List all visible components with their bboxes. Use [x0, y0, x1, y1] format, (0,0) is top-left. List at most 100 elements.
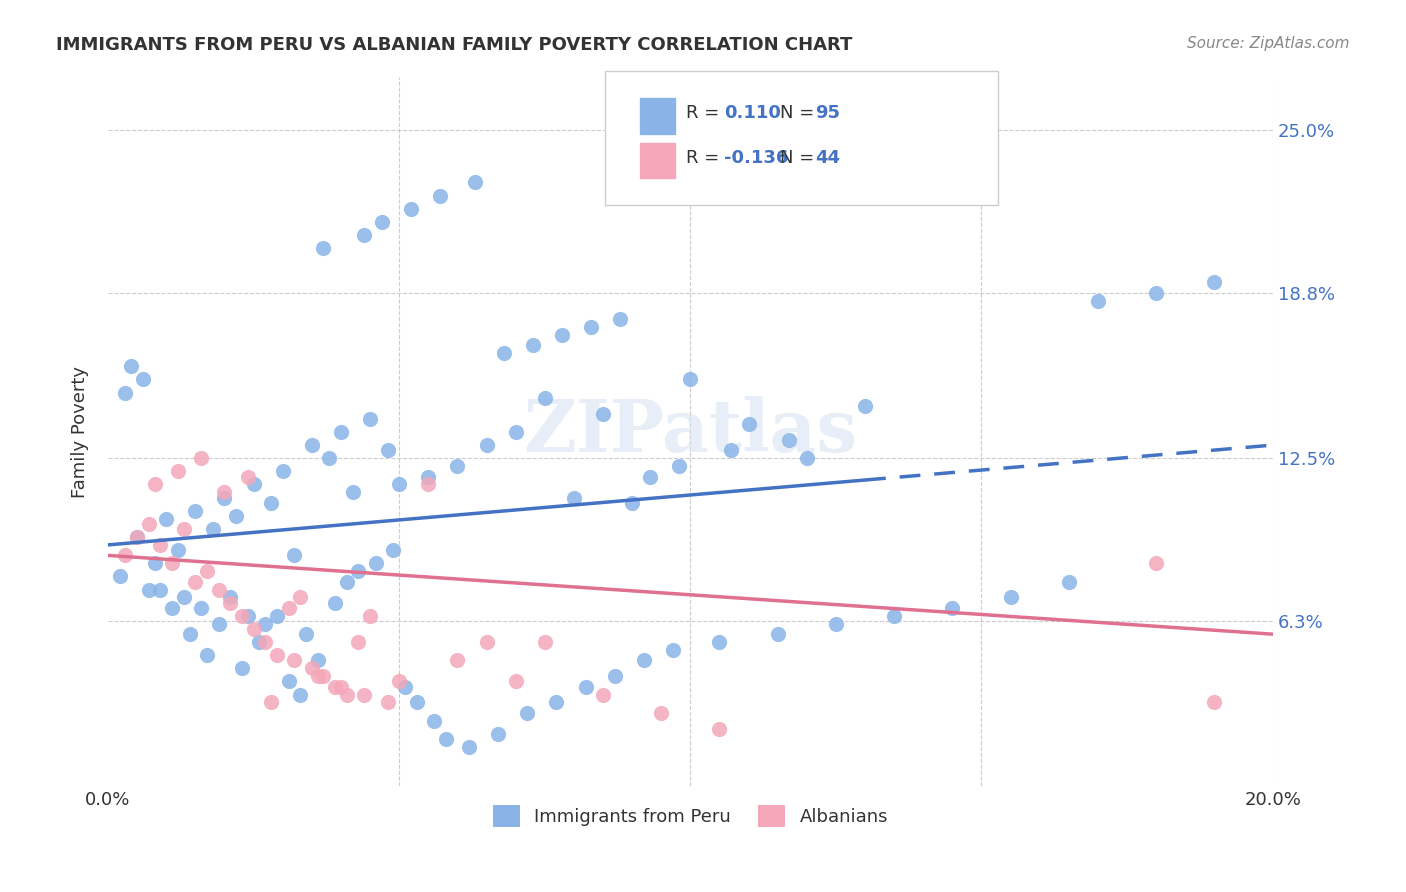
- Point: [301, 438, 323, 452]
- Point: [184, 574, 207, 589]
- Point: [242, 622, 264, 636]
- Point: [342, 485, 364, 500]
- Point: [236, 608, 259, 623]
- Point: [266, 608, 288, 623]
- Point: [247, 635, 270, 649]
- Legend: Immigrants from Peru, Albanians: Immigrants from Peru, Albanians: [485, 797, 896, 834]
- Point: [394, 680, 416, 694]
- Point: [505, 674, 527, 689]
- Point: [283, 653, 305, 667]
- Point: [190, 451, 212, 466]
- Point: [336, 574, 359, 589]
- Text: Source: ZipAtlas.com: Source: ZipAtlas.com: [1187, 36, 1350, 51]
- Point: [1057, 574, 1080, 589]
- Point: [138, 516, 160, 531]
- Point: [458, 740, 481, 755]
- Text: ZIPatlas: ZIPatlas: [523, 396, 858, 467]
- Point: [883, 608, 905, 623]
- Point: [574, 680, 596, 694]
- Point: [633, 653, 655, 667]
- Point: [825, 616, 848, 631]
- Point: [254, 616, 277, 631]
- Point: [709, 635, 731, 649]
- Point: [359, 412, 381, 426]
- Point: [336, 688, 359, 702]
- Point: [941, 601, 963, 615]
- Point: [766, 627, 789, 641]
- Point: [132, 372, 155, 386]
- Point: [260, 496, 283, 510]
- Point: [295, 627, 318, 641]
- Point: [184, 504, 207, 518]
- Point: [288, 591, 311, 605]
- Point: [127, 530, 149, 544]
- Point: [853, 399, 876, 413]
- Text: R =: R =: [686, 104, 725, 122]
- Point: [464, 176, 486, 190]
- Point: [446, 459, 468, 474]
- Point: [1144, 285, 1167, 300]
- Point: [323, 596, 346, 610]
- Point: [283, 549, 305, 563]
- Point: [312, 241, 335, 255]
- Point: [475, 438, 498, 452]
- Point: [160, 601, 183, 615]
- Point: [179, 627, 201, 641]
- Point: [347, 635, 370, 649]
- Point: [353, 227, 375, 242]
- Point: [1000, 591, 1022, 605]
- Point: [236, 469, 259, 483]
- Point: [1204, 695, 1226, 709]
- Point: [323, 680, 346, 694]
- Point: [446, 653, 468, 667]
- Point: [609, 312, 631, 326]
- Point: [108, 569, 131, 583]
- Point: [429, 188, 451, 202]
- Point: [277, 601, 299, 615]
- Point: [418, 469, 440, 483]
- Point: [242, 477, 264, 491]
- Point: [307, 669, 329, 683]
- Point: [329, 680, 352, 694]
- Point: [668, 459, 690, 474]
- Point: [388, 477, 411, 491]
- Point: [312, 669, 335, 683]
- Point: [271, 464, 294, 478]
- Point: [160, 556, 183, 570]
- Point: [516, 706, 538, 720]
- Point: [388, 674, 411, 689]
- Point: [114, 385, 136, 400]
- Point: [173, 591, 195, 605]
- Point: [709, 722, 731, 736]
- Text: R =: R =: [686, 149, 725, 167]
- Point: [173, 522, 195, 536]
- Point: [127, 530, 149, 544]
- Point: [155, 511, 177, 525]
- Y-axis label: Family Poverty: Family Poverty: [72, 366, 89, 498]
- Point: [418, 477, 440, 491]
- Point: [778, 433, 800, 447]
- Point: [143, 477, 166, 491]
- Point: [533, 391, 555, 405]
- Point: [231, 661, 253, 675]
- Point: [1087, 293, 1109, 308]
- Point: [546, 695, 568, 709]
- Text: N =: N =: [780, 149, 820, 167]
- Point: [377, 695, 399, 709]
- Point: [737, 417, 759, 431]
- Point: [492, 346, 515, 360]
- Point: [1204, 275, 1226, 289]
- Point: [377, 443, 399, 458]
- Point: [592, 688, 614, 702]
- Text: 95: 95: [815, 104, 841, 122]
- Text: 0.110: 0.110: [724, 104, 780, 122]
- Point: [307, 653, 329, 667]
- Point: [505, 425, 527, 439]
- Point: [475, 635, 498, 649]
- Point: [207, 616, 229, 631]
- Point: [662, 643, 685, 657]
- Point: [486, 727, 509, 741]
- Point: [277, 674, 299, 689]
- Point: [254, 635, 277, 649]
- Point: [195, 564, 218, 578]
